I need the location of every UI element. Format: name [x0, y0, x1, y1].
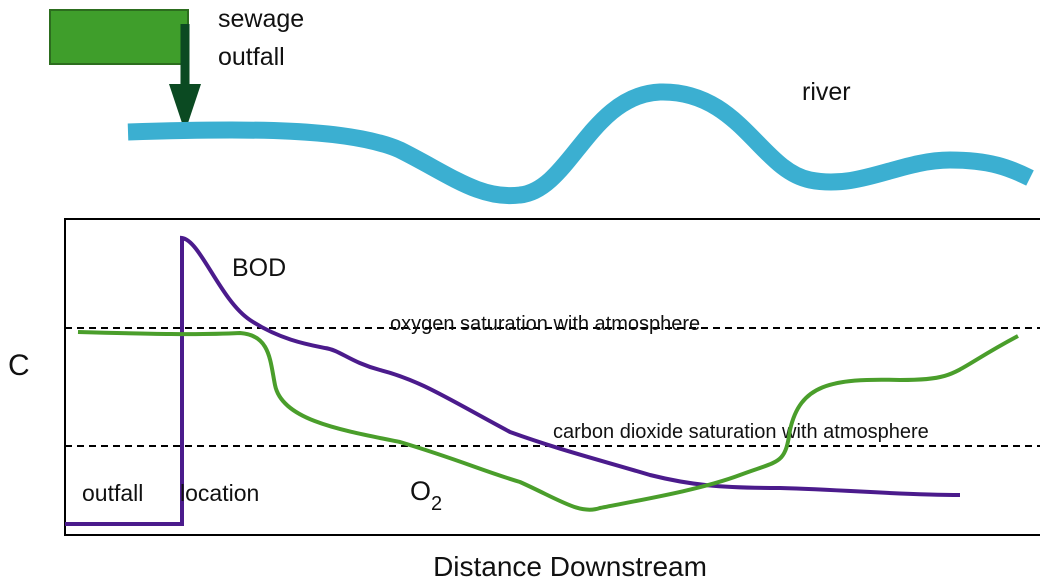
outfall-pipe [49, 9, 189, 65]
outfall-label: outfall [218, 43, 285, 71]
plot-frame [64, 218, 1040, 536]
location-label: outfall [82, 480, 143, 506]
o2-curve [77, 330, 1019, 512]
bod-curve [65, 235, 961, 526]
o2-label: O2 [410, 476, 442, 515]
x-axis-label: Distance Downstream [433, 551, 707, 582]
outfall-label: sewage [218, 5, 304, 33]
outfall-arrowhead [169, 84, 201, 132]
location-label: location [180, 480, 259, 506]
co2-line-label: carbon dioxide saturation with atmospher… [553, 421, 929, 443]
y-axis-label: C [8, 349, 30, 382]
river-label: river [802, 78, 851, 106]
oxygen-line-label: oxygen saturation with atmosphere [390, 313, 700, 335]
o2-base: O [410, 476, 431, 506]
river [127, 83, 1034, 205]
o2-subscript: 2 [431, 493, 442, 515]
bod-label: BOD [232, 254, 286, 282]
